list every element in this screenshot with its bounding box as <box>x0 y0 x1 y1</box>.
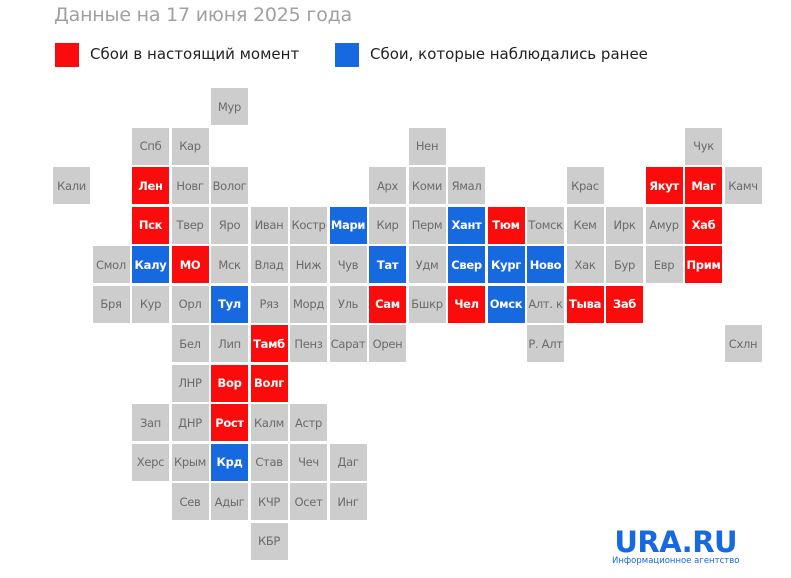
region-tile: Инг <box>329 483 367 520</box>
region-tile: Адыг <box>211 483 248 520</box>
region-tile: Херс <box>132 443 169 481</box>
region-tile: Перм <box>408 206 446 244</box>
region-tile: Новг <box>171 167 209 204</box>
legend-swatch-past <box>335 43 359 67</box>
region-tile: Ямал <box>448 167 485 204</box>
region-tile: Кир <box>369 206 406 244</box>
region-tile: Став <box>250 443 288 481</box>
region-tile: Евр <box>645 246 683 283</box>
region-tile: Хаб <box>685 206 722 244</box>
region-tile: Томск <box>527 206 564 244</box>
region-tile: КБР <box>250 522 288 560</box>
region-tile: Пенз <box>290 325 327 362</box>
region-tile: Нен <box>408 127 446 165</box>
region-tile: Мари <box>329 206 367 244</box>
region-tile: Тул <box>211 285 248 323</box>
region-tile: Ирк <box>606 206 643 244</box>
chart-title: Данные на 17 июня 2025 года <box>54 4 352 26</box>
legend-label-current: Сбои в настоящий момент <box>90 45 300 63</box>
region-tile: Крас <box>566 167 604 204</box>
region-tile: Схлн <box>724 325 762 362</box>
region-tile: Якут <box>645 167 683 204</box>
region-tile: Р. Алт <box>527 325 564 362</box>
region-tile: Крд <box>211 443 248 481</box>
region-tile: Удм <box>408 246 446 283</box>
region-tile: Твер <box>171 206 209 244</box>
region-tile: Тат <box>369 246 406 283</box>
region-tile: Зап <box>132 404 169 441</box>
region-tile: Хант <box>448 206 485 244</box>
region-tile: Астр <box>290 404 327 441</box>
region-tile: Амур <box>645 206 683 244</box>
region-tile: Уль <box>329 285 367 323</box>
region-tile: Лен <box>132 167 169 204</box>
region-tile: Чук <box>685 127 722 165</box>
region-tile: Арх <box>369 167 406 204</box>
region-tile: Пск <box>132 206 169 244</box>
region-tile: Рост <box>211 404 248 441</box>
region-tile: Кур <box>132 285 169 323</box>
region-tile: Влад <box>250 246 288 283</box>
region-tile: Калу <box>132 246 169 283</box>
region-tile: Свер <box>448 246 485 283</box>
region-tile: Чеч <box>290 443 327 481</box>
region-tile: Волг <box>250 364 288 402</box>
region-tile: Спб <box>132 127 169 165</box>
region-tile: Крым <box>171 443 209 481</box>
region-tile: ЛНР <box>171 364 209 402</box>
region-tile: Тыва <box>566 285 604 323</box>
region-tile: Чел <box>448 285 485 323</box>
region-tile: Чув <box>329 246 367 283</box>
region-tile: КЧР <box>250 483 288 520</box>
region-tile: Кург <box>487 246 525 283</box>
region-tile: Коми <box>408 167 446 204</box>
region-tile: Мур <box>211 88 248 125</box>
region-tile: Ниж <box>290 246 327 283</box>
region-tile: Сарат <box>329 325 367 362</box>
region-tile: Кали <box>53 167 90 204</box>
region-tile: Орл <box>171 285 209 323</box>
region-tile: Омск <box>487 285 525 323</box>
region-tile: Иван <box>250 206 288 244</box>
region-tile: Бел <box>171 325 209 362</box>
region-tile: Яро <box>211 206 248 244</box>
region-tile: Камч <box>724 167 762 204</box>
region-tile: Ряз <box>250 285 288 323</box>
region-tile: Кем <box>566 206 604 244</box>
legend-label-past: Сбои, которые наблюдались ранее <box>370 45 648 63</box>
region-tile: Мск <box>211 246 248 283</box>
region-tile: Бшкр <box>408 285 446 323</box>
region-tile: Бря <box>92 285 130 323</box>
region-tile: Ново <box>527 246 564 283</box>
ura-logo: URA.RU Информационное агентство <box>612 525 740 567</box>
region-tile: Тамб <box>250 325 288 362</box>
region-tile: Тюм <box>487 206 525 244</box>
logo-subtitle: Информационное агентство <box>612 556 740 566</box>
region-tile: Морд <box>290 285 327 323</box>
region-tile: Кар <box>171 127 209 165</box>
legend-swatch-current <box>55 43 79 67</box>
region-tile: Даг <box>329 443 367 481</box>
region-tile: Осет <box>290 483 327 520</box>
region-tile: Прим <box>685 246 722 283</box>
region-tile: Смол <box>92 246 130 283</box>
region-tile: Орен <box>369 325 406 362</box>
region-tile: Сев <box>171 483 209 520</box>
region-tile: Сам <box>369 285 406 323</box>
region-tile: Вор <box>211 364 248 402</box>
region-tile: Маг <box>685 167 722 204</box>
region-tile: Хак <box>566 246 604 283</box>
region-tile: Заб <box>606 285 643 323</box>
region-tile: Калм <box>250 404 288 441</box>
region-tile: МО <box>171 246 209 283</box>
region-tile: Лип <box>211 325 248 362</box>
region-tile: Волог <box>211 167 248 204</box>
region-tile: ДНР <box>171 404 209 441</box>
logo-wordmark: URA.RU <box>614 525 738 559</box>
region-tile: Бур <box>606 246 643 283</box>
region-tile: Алт. к <box>527 285 564 323</box>
region-tile: Костр <box>290 206 327 244</box>
